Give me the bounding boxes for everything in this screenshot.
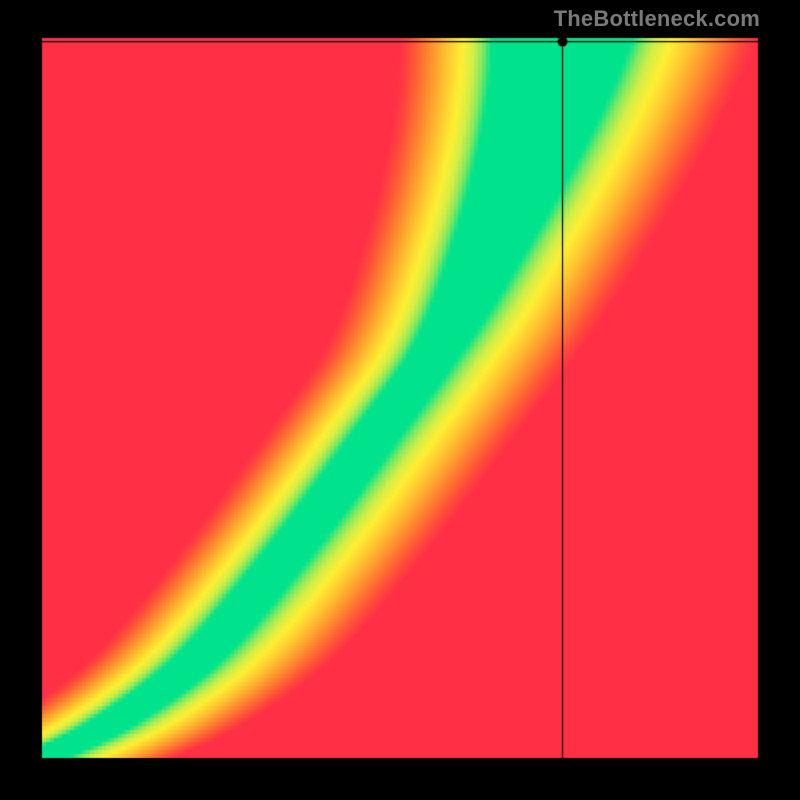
heatmap-canvas (0, 0, 800, 800)
watermark-text: TheBottleneck.com (554, 6, 760, 32)
chart-root: TheBottleneck.com (0, 0, 800, 800)
